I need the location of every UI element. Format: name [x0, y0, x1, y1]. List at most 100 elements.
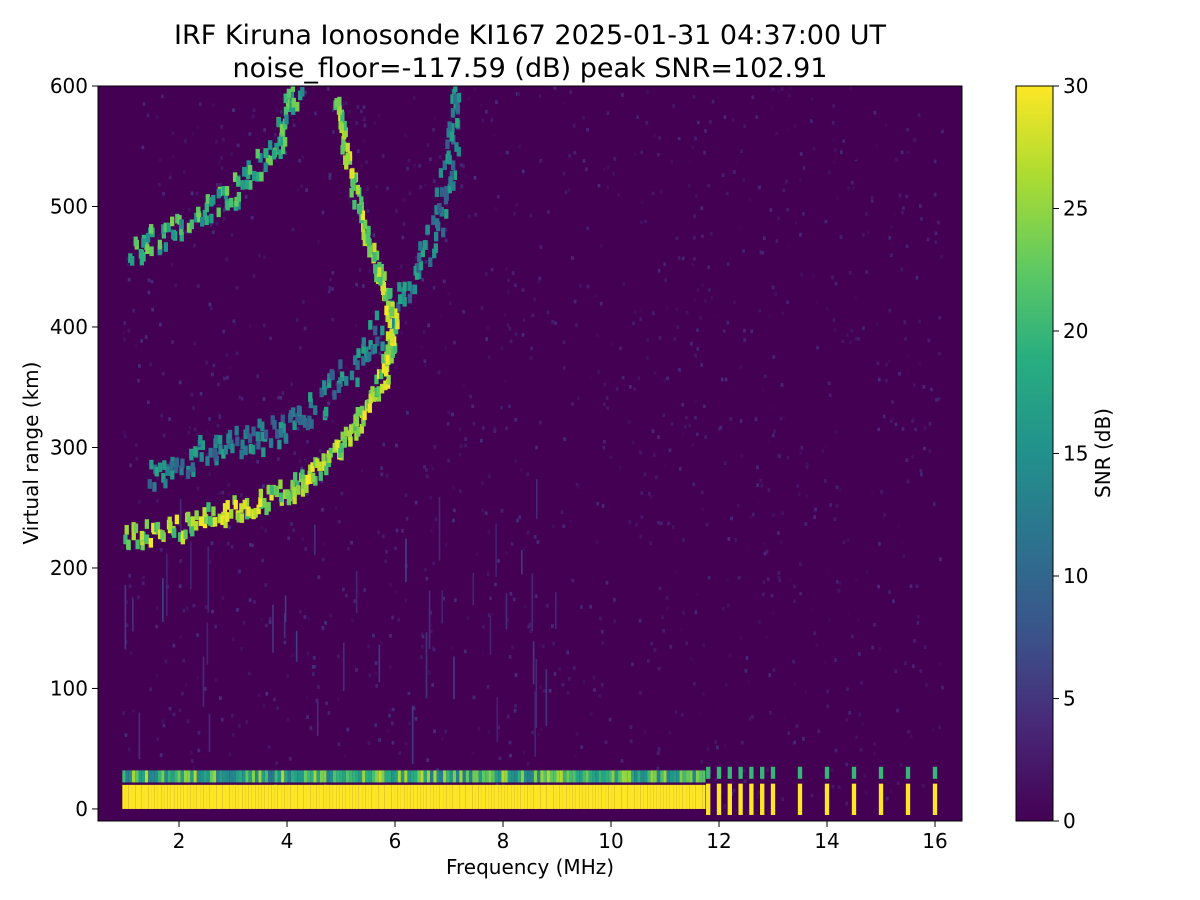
heatmap-cell	[824, 445, 828, 449]
heatmap-cell	[920, 217, 923, 221]
heatmap-cell	[278, 422, 284, 432]
heatmap-cell	[472, 572, 475, 606]
heatmap-cell	[394, 784, 398, 809]
heatmap-cell	[721, 607, 725, 611]
heatmap-cell	[290, 480, 295, 491]
heatmap-cell	[193, 427, 197, 432]
heatmap-cell	[245, 770, 249, 783]
heatmap-cell	[165, 466, 171, 476]
heatmap-cell	[169, 461, 174, 471]
heatmap-cell	[511, 645, 514, 649]
heatmap-cell	[367, 244, 373, 255]
heatmap-cell	[514, 703, 517, 708]
heatmap-cell	[682, 784, 687, 809]
heatmap-cell	[465, 784, 469, 809]
heatmap-cell	[796, 484, 800, 488]
heatmap-cell	[531, 313, 535, 318]
heatmap-cell	[930, 387, 933, 392]
heatmap-cell	[180, 784, 184, 809]
heatmap-cell	[220, 124, 224, 129]
heatmap-cell	[885, 378, 888, 383]
heatmap-cell	[761, 250, 765, 255]
heatmap-cell	[272, 604, 274, 653]
heatmap-cell	[507, 770, 512, 783]
heatmap-cell	[828, 618, 832, 623]
heatmap-cell	[365, 770, 369, 783]
heatmap-cell	[471, 751, 475, 755]
heatmap-cell	[444, 209, 449, 219]
heatmap-cell	[256, 504, 261, 515]
heatmap-cell	[778, 578, 782, 582]
heatmap-cell	[691, 443, 695, 447]
heatmap-cell	[124, 585, 127, 650]
x-tick-label: 16	[922, 829, 947, 853]
heatmap-cell	[142, 575, 146, 580]
heatmap-cell	[566, 784, 570, 809]
heatmap-cell	[721, 173, 725, 177]
heatmap-cell	[365, 233, 370, 244]
heatmap-cell	[848, 711, 852, 715]
heatmap-cell	[336, 383, 342, 394]
heatmap-cell	[447, 458, 451, 463]
heatmap-cell	[932, 766, 938, 779]
heatmap-cell	[292, 487, 297, 497]
heatmap-cell	[493, 429, 497, 434]
heatmap-cell	[351, 423, 356, 433]
heatmap-cell	[347, 151, 353, 161]
heatmap-cell	[693, 214, 696, 218]
heatmap-cell	[810, 425, 813, 430]
heatmap-cell	[598, 770, 602, 783]
heatmap-cell	[913, 383, 916, 387]
heatmap-cell	[927, 338, 931, 343]
heatmap-cell	[695, 784, 700, 809]
heatmap-cell	[890, 225, 893, 229]
heatmap-cell	[662, 413, 666, 418]
heatmap-cell	[649, 541, 653, 546]
heatmap-cell	[264, 770, 269, 783]
heatmap-cell	[355, 184, 360, 195]
heatmap-cell	[714, 777, 718, 782]
heatmap-cell	[690, 341, 693, 346]
heatmap-cell	[278, 149, 283, 160]
heatmap-cell	[637, 770, 641, 783]
heatmap-cell	[475, 770, 479, 783]
heatmap-cell	[238, 770, 243, 783]
heatmap-cell	[291, 97, 296, 108]
heatmap-cell	[216, 188, 221, 199]
heatmap-cell	[425, 468, 428, 472]
heatmap-cell	[639, 220, 643, 225]
x-axis-label: Frequency (MHz)	[446, 855, 614, 879]
heatmap-cell	[196, 206, 201, 217]
heatmap-cell	[487, 613, 491, 618]
heatmap-cell	[287, 536, 291, 540]
heatmap-cell	[694, 136, 697, 141]
heatmap-cell	[279, 492, 284, 503]
heatmap-cell	[329, 613, 333, 617]
heatmap-cell	[768, 711, 772, 715]
heatmap-cell	[351, 618, 354, 623]
heatmap-cell	[739, 365, 743, 369]
heatmap-cell	[303, 326, 307, 331]
heatmap-cell	[732, 170, 736, 174]
heatmap-cell	[529, 213, 533, 218]
heatmap-cell	[722, 805, 726, 810]
heatmap-cell	[681, 402, 685, 407]
heatmap-cell	[566, 650, 570, 655]
heatmap-cell	[860, 681, 863, 685]
heatmap-cell	[171, 340, 174, 344]
heatmap-cell	[786, 128, 790, 133]
heatmap-cell	[137, 500, 141, 504]
heatmap-cell	[386, 186, 389, 191]
heatmap-cell	[739, 419, 743, 423]
heatmap-cell	[349, 370, 355, 381]
heatmap-cell	[932, 502, 936, 506]
heatmap-cell	[400, 264, 403, 269]
heatmap-cell	[381, 363, 387, 374]
heatmap-cell	[618, 770, 622, 783]
heatmap-cell	[193, 341, 197, 345]
heatmap-cell	[851, 766, 857, 779]
heatmap-cell	[902, 554, 905, 559]
heatmap-cell	[183, 529, 188, 540]
heatmap-cell	[243, 445, 248, 456]
heatmap-cell	[361, 344, 366, 354]
